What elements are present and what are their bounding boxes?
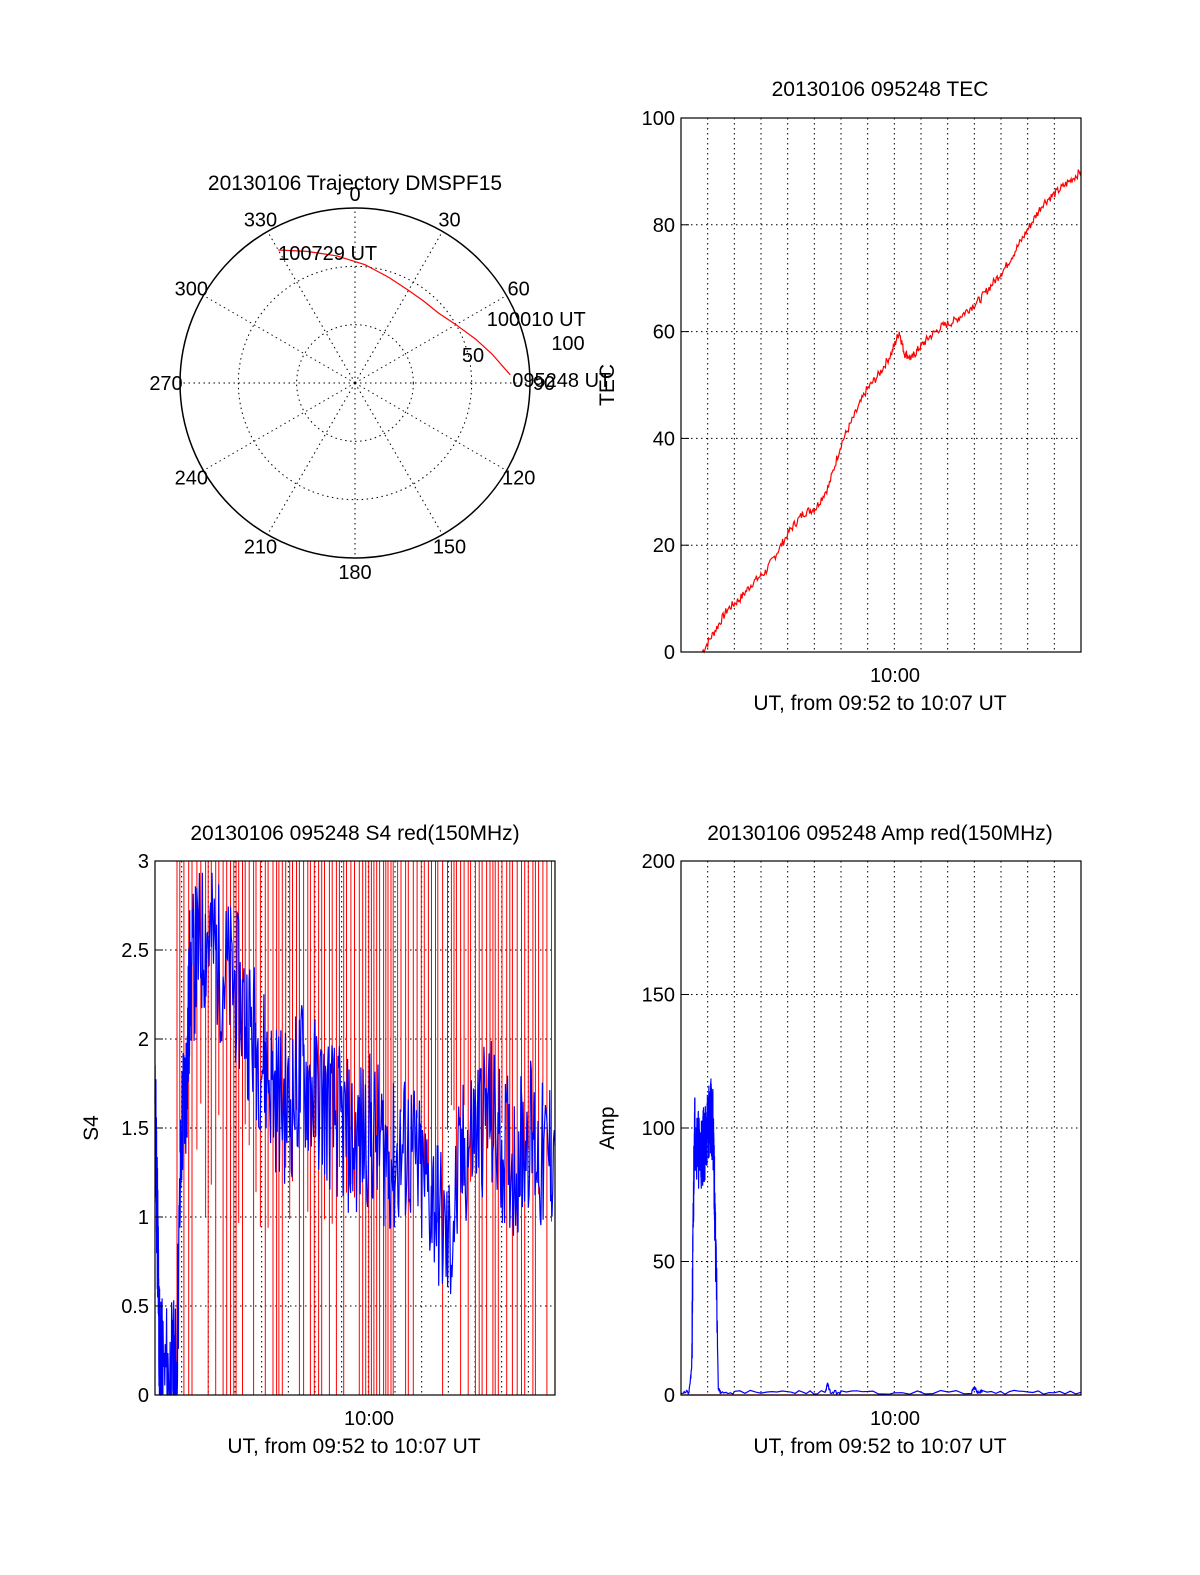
tec-plot-frame [680,117,1082,653]
tec-title: 20130106 095248 TEC [772,78,989,101]
s4-x-label: UT, from 09:52 to 10:07 UT [227,1435,480,1458]
y-tick-label: 150 [642,985,675,1007]
y-tick-label: 60 [653,322,675,344]
polar-radial-label: 100 [551,333,584,355]
polar-angle-label: 120 [502,468,535,490]
polar-angle-label: 330 [244,209,277,231]
polar-grid-spoke [354,231,443,384]
amp-y-label: Amp [596,1106,619,1149]
trajectory-annotations: 100729 UT 100010 UT 095248 UT [278,243,611,392]
y-tick-label: 0 [664,1385,675,1407]
s4-blue-series-line [154,872,556,1396]
polar-grid-spoke [203,382,356,471]
y-tick-label: 0 [664,642,675,664]
y-tick-label: 1 [138,1207,149,1229]
amp-x-tick-label: 10:00 [870,1408,920,1430]
tec-grid [681,118,1081,652]
tec-y-label: TEC [596,364,619,406]
polar-grid-circle [296,324,414,442]
tec-x-tick-label: 10:00 [870,665,920,687]
y-tick-label: 1.5 [121,1118,149,1140]
amp-x-label: UT, from 09:52 to 10:07 UT [753,1435,1006,1458]
polar-angle-label: 30 [438,209,460,231]
polar-grid-spoke [267,382,356,535]
s4-red-spikes [176,861,552,1395]
tec-y-tick-labels: 0 20 40 60 80 100 [642,108,689,664]
y-tick-label: 100 [642,1118,675,1140]
polar-grid-spoke [203,295,356,384]
polar-grid-spoke [267,231,356,384]
amp-blue-series-line [680,1078,1082,1396]
polar-grid [180,208,530,558]
polar-trajectory-panel: 20130106 Trajectory DMSPF15 0 30 60 90 120 15… [149,172,611,584]
polar-angle-labels: 0 30 60 90 120 150 180 210 240 270 300 330 [149,184,555,584]
y-tick-label: 80 [653,215,675,237]
polar-angle-label: 180 [338,562,371,584]
polar-grid-spoke [354,382,507,471]
amp-panel: 20130106 095248 Amp red(150MHz) 0 50 100 15… [596,822,1082,1458]
polar-grid-spoke [354,382,443,535]
polar-outer-circle [179,207,531,559]
trajectory-annotation: 100729 UT [278,243,377,265]
y-tick-label: 200 [642,851,675,873]
tec-panel: 20130106 095248 TEC 0 20 40 60 80 100 10:00 U… [596,78,1082,715]
s4-y-tick-labels: 0 0.5 1 1.5 2 2.5 3 [121,851,163,1407]
s4-x-tick-label: 10:00 [344,1408,394,1430]
amp-y-tick-labels: 0 50 100 150 200 [642,851,689,1407]
polar-angle-label: 210 [244,537,277,559]
polar-angle-label: 150 [433,537,466,559]
trajectory-line [278,249,511,376]
y-tick-label: 20 [653,535,675,557]
polar-title: 20130106 Trajectory DMSPF15 [208,172,502,195]
y-tick-label: 40 [653,428,675,450]
polar-angle-label: 90 [533,373,555,395]
polar-radial-label: 50 [462,345,484,367]
polar-angle-label: 240 [175,468,208,490]
y-tick-label: 2 [138,1029,149,1051]
tec-series-line [701,169,1082,654]
polar-angle-label: 60 [508,279,530,301]
s4-panel: 20130106 095248 S4 red(150MHz) 0 0.5 1 1.5 2… [80,822,556,1458]
y-tick-label: 0 [138,1385,149,1407]
polar-radial-labels: 50 100 [462,333,585,367]
amp-title: 20130106 095248 Amp red(150MHz) [707,822,1053,845]
s4-y-label: S4 [80,1115,103,1141]
polar-angle-label: 270 [149,373,182,395]
polar-grid-spoke [354,295,507,384]
polar-angle-label: 0 [349,184,360,206]
y-tick-label: 50 [653,1252,675,1274]
amp-grid [681,861,1081,1395]
tec-x-label: UT, from 09:52 to 10:07 UT [753,692,1006,715]
polar-angle-label: 300 [175,279,208,301]
y-tick-label: 100 [642,108,675,130]
polar-grid-circle [237,265,473,501]
trajectory-annotation: 100010 UT [487,309,586,331]
trajectory-annotation: 095248 UT [512,370,611,392]
s4-title: 20130106 095248 S4 red(150MHz) [190,822,519,845]
y-tick-label: 2.5 [121,940,149,962]
y-tick-label: 3 [138,851,149,873]
y-tick-label: 0.5 [121,1296,149,1318]
